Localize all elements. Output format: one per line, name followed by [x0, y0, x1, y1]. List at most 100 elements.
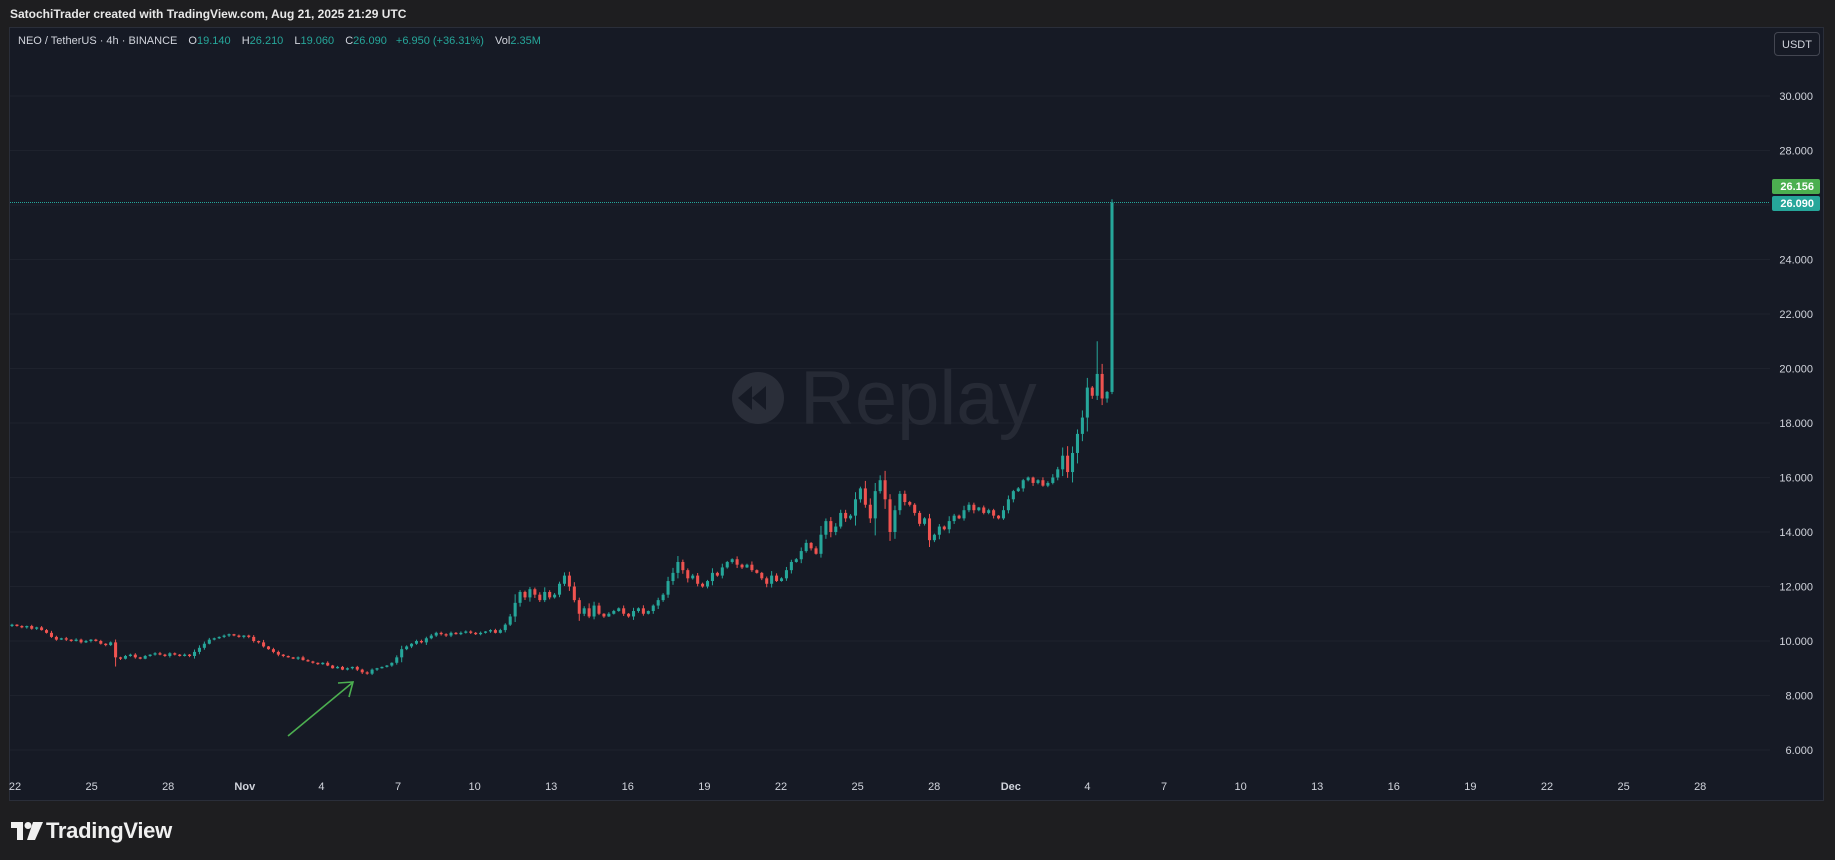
candle-body: [370, 669, 374, 674]
price-badge-high: [1772, 179, 1820, 194]
candle-body: [45, 630, 49, 633]
candle-body: [977, 507, 981, 511]
candle-body: [1031, 477, 1035, 483]
candle-body: [562, 575, 566, 584]
candle-body: [587, 608, 591, 617]
candle-body: [20, 626, 24, 628]
time-tick-label: 25: [85, 781, 97, 793]
candle-body: [237, 635, 241, 637]
candle-body: [355, 666, 359, 670]
price-tick-label: 28.000: [1779, 146, 1813, 158]
candle-body: [715, 572, 719, 576]
candle-body: [138, 657, 142, 659]
candle-body: [1026, 477, 1030, 481]
candle-body: [992, 510, 996, 516]
candle-body: [577, 600, 581, 614]
candle-body: [567, 575, 571, 587]
candle-body: [133, 654, 137, 658]
time-tick-label: 16: [622, 781, 634, 793]
candle-body: [779, 578, 784, 582]
candle-body: [553, 594, 557, 598]
time-tick-label: 16: [1388, 781, 1400, 793]
candle-body: [1085, 387, 1089, 418]
candle-body: [257, 641, 261, 643]
top-bar: SatochiTrader created with TradingView.c…: [0, 0, 1835, 27]
candle-body: [1041, 480, 1045, 486]
tradingview-brand[interactable]: TradingView: [46, 818, 172, 843]
candle-body: [340, 666, 345, 670]
candle-body: [301, 657, 305, 661]
candle-body: [804, 542, 808, 552]
candle-body: [10, 624, 14, 627]
candle-body: [316, 662, 320, 665]
candle-body: [148, 654, 152, 656]
candle-body: [972, 504, 976, 511]
candle-body: [188, 654, 192, 656]
candle-body: [1036, 480, 1040, 483]
open-value: 19.140: [196, 35, 231, 47]
candle-body: [982, 507, 986, 513]
candle-body: [25, 626, 29, 628]
candle-body: [592, 605, 596, 617]
candle-body: [291, 657, 295, 659]
close-label: C: [345, 35, 354, 47]
candle-body: [484, 631, 488, 633]
time-tick-label: 19: [1464, 781, 1476, 793]
candle-body: [898, 493, 902, 511]
candle-body: [15, 624, 19, 627]
currency-button[interactable]: USDT: [1774, 32, 1820, 56]
time-tick-label: 22: [9, 781, 21, 793]
candle-body: [104, 643, 108, 646]
price-badge-close: [1772, 196, 1820, 211]
candle-body: [696, 575, 700, 584]
candle-body: [202, 643, 206, 648]
time-tick-label: 13: [545, 781, 557, 793]
price-tick-label: 18.000: [1779, 418, 1813, 430]
candle-body: [99, 641, 103, 644]
candle-body: [271, 649, 275, 652]
candle-body: [681, 561, 685, 571]
candle-body: [622, 608, 626, 614]
candle-body: [745, 564, 749, 568]
tradingview-logo-icon[interactable]: [11, 822, 43, 840]
change-value: +6.950 (+36.31%): [395, 35, 484, 47]
candle-body: [853, 499, 858, 516]
time-axis[interactable]: 22 25 28 Nov 4 7 10 13 16 19 22 25 28 Dec 4 7 10 13 16 19 22…: [9, 781, 1706, 793]
candle-body: [30, 626, 34, 629]
candle-body: [523, 591, 527, 598]
candle-body: [809, 542, 813, 549]
candle-body: [932, 534, 936, 541]
candle-body: [385, 665, 389, 667]
time-tick-label: 7: [1161, 781, 1167, 793]
candle-body: [331, 665, 335, 669]
candle-body: [252, 636, 256, 641]
chart-pane[interactable]: [9, 27, 1824, 801]
price-badge-text-close: 26.090: [1780, 198, 1814, 210]
candle-body: [79, 639, 83, 643]
open-label: O: [188, 35, 197, 47]
candle-body: [395, 657, 399, 663]
candle-body: [449, 632, 453, 636]
candle-body: [1071, 452, 1075, 473]
candle-body: [143, 655, 147, 659]
candle-body: [74, 639, 78, 641]
price-tick-label: 14.000: [1779, 527, 1813, 539]
candle-body: [755, 570, 759, 573]
time-tick-label: 10: [468, 781, 480, 793]
candle-body: [360, 669, 364, 673]
candle-body: [434, 632, 438, 636]
time-tick-label: 28: [162, 781, 174, 793]
candle-body: [163, 654, 167, 656]
candle-body: [69, 639, 73, 641]
time-tick-label: 7: [395, 781, 401, 793]
volume-label: Vol: [495, 35, 511, 47]
symbol-name[interactable]: NEO / TetherUS · 4h · BINANCE: [18, 35, 178, 47]
candle-body: [469, 631, 473, 633]
symbol-legend: NEO / TetherUS · 4h · BINANCE O19.140 H2…: [18, 35, 541, 47]
candle-body: [474, 632, 478, 635]
candle-body: [705, 581, 710, 587]
candle-body: [508, 616, 512, 625]
candle-body: [947, 521, 951, 530]
candle-body: [276, 651, 280, 655]
